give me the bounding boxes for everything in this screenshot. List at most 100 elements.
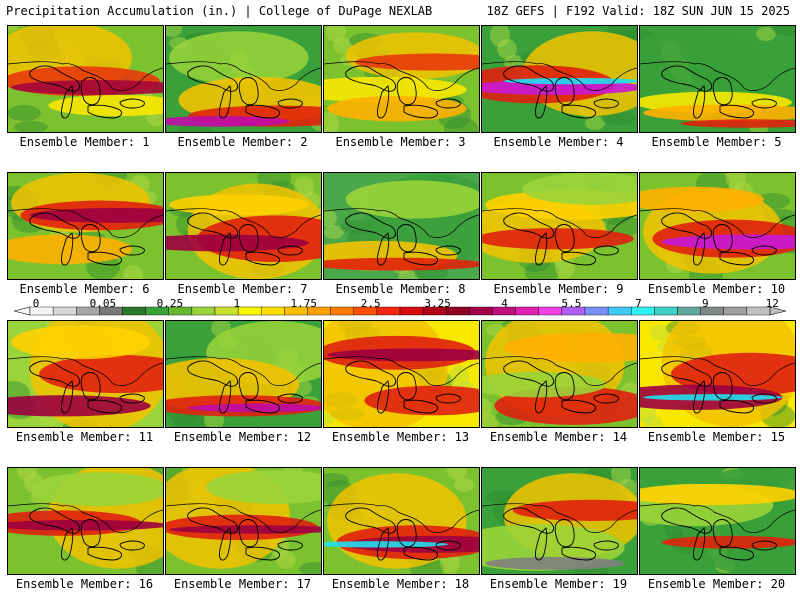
colorbar-tick-label: 1.75 [290,297,317,310]
colorbar-segment [677,306,701,316]
colorbar-segment [538,306,563,316]
precipitation-field [482,321,637,427]
ensemble-member-label: Ensemble Member: 17 [173,577,312,591]
precip-band [169,194,309,216]
precip-band [485,557,625,570]
field-texture [482,414,499,427]
great-lakes-outline [503,65,619,119]
ensemble-member-map [7,172,164,280]
great-lakes-outline [503,360,619,414]
precipitation-field [8,468,163,574]
precip-band [8,395,151,417]
great-lakes-outline [29,507,145,561]
ensemble-member-map [7,467,164,575]
ensemble-member-map [323,320,480,428]
great-lakes-outline [345,360,461,414]
colorbar-segment [122,306,146,316]
great-lakes-outline [29,65,145,119]
precip-band [643,394,783,401]
precipitation-field [324,26,479,132]
border-outline [482,61,637,91]
header-run-info: 18Z GEFS | F192 Valid: 18Z SUN JUN 15 20… [486,4,790,18]
ensemble-member-map [165,467,322,575]
great-lakes-outline [661,507,777,561]
colorbar-tick-label: 9 [702,297,709,310]
precipitation-field [324,468,479,574]
ensemble-member-map [639,172,796,280]
colorbar-segment [191,306,216,316]
colorbar-tick-label: 7 [635,297,642,310]
field-texture [650,325,670,341]
great-lakes-outline [345,507,461,561]
precipitation-field [8,173,163,279]
field-texture [299,562,321,574]
precip-band [169,525,321,534]
border-outline [324,208,479,238]
precip-band [327,348,479,362]
border-outline [8,61,163,91]
field-texture [643,415,663,427]
precip-band [29,207,163,223]
precipitation-field [166,321,321,427]
precip-band [503,332,637,363]
precip-band [513,499,637,521]
great-lakes-outline [661,65,777,119]
precip-band [640,186,764,213]
great-lakes-outline [661,360,777,414]
border-outline [482,503,637,533]
field-texture [756,27,776,41]
colorbar-segment [52,306,77,316]
colorbar-segment [261,306,285,316]
precip-band [640,26,764,111]
precipitation-field [640,26,795,132]
colorbar-segment [469,306,493,316]
precipitation-field [324,173,479,279]
colorbar-tick-label: 3.25 [424,297,451,310]
great-lakes-outline [187,507,303,561]
precipitation-field [166,173,321,279]
field-texture [447,468,467,480]
precipitation-field [640,468,795,574]
precip-band [503,77,637,85]
precip-band [11,325,151,360]
precip-band [522,173,637,205]
field-texture [8,26,18,32]
great-lakes-outline [187,360,303,414]
field-texture [449,365,469,389]
colorbar-segment [399,306,424,316]
precip-band [324,257,479,271]
ensemble-member-label: Ensemble Member: 1 [19,135,150,149]
great-lakes-outline [29,212,145,266]
precipitation-field [640,321,795,427]
ensemble-member-map [639,25,796,133]
colorbar-segment [607,306,632,316]
precip-band [8,519,163,531]
field-texture [123,265,143,279]
precipitation-colorbar [13,306,787,316]
colorbar-segment [723,306,748,316]
great-lakes-outline [345,212,461,266]
ensemble-member-label: Ensemble Member: 11 [15,430,154,444]
precip-band [327,95,467,122]
ensemble-member-label: Ensemble Member: 6 [19,282,150,296]
great-lakes-outline [29,360,145,414]
field-texture [454,478,474,492]
precipitation-field [482,26,637,132]
border-outline [166,208,321,238]
precipitation-field [8,26,163,132]
precip-band [8,234,132,265]
great-lakes-outline [187,212,303,266]
ensemble-member-label: Ensemble Member: 13 [331,430,470,444]
colorbar-tick-label: 5.5 [561,297,582,310]
border-outline [482,356,637,386]
precip-band [166,116,290,127]
precip-band [345,180,479,219]
colorbar-tick-label: 4 [501,297,508,310]
precip-band [324,76,467,103]
field-texture [585,116,605,130]
field-texture [398,270,418,279]
border-outline [482,208,637,238]
ensemble-member-label: Ensemble Member: 7 [177,282,308,296]
colorbar-segment [654,306,678,316]
border-outline [166,503,321,533]
